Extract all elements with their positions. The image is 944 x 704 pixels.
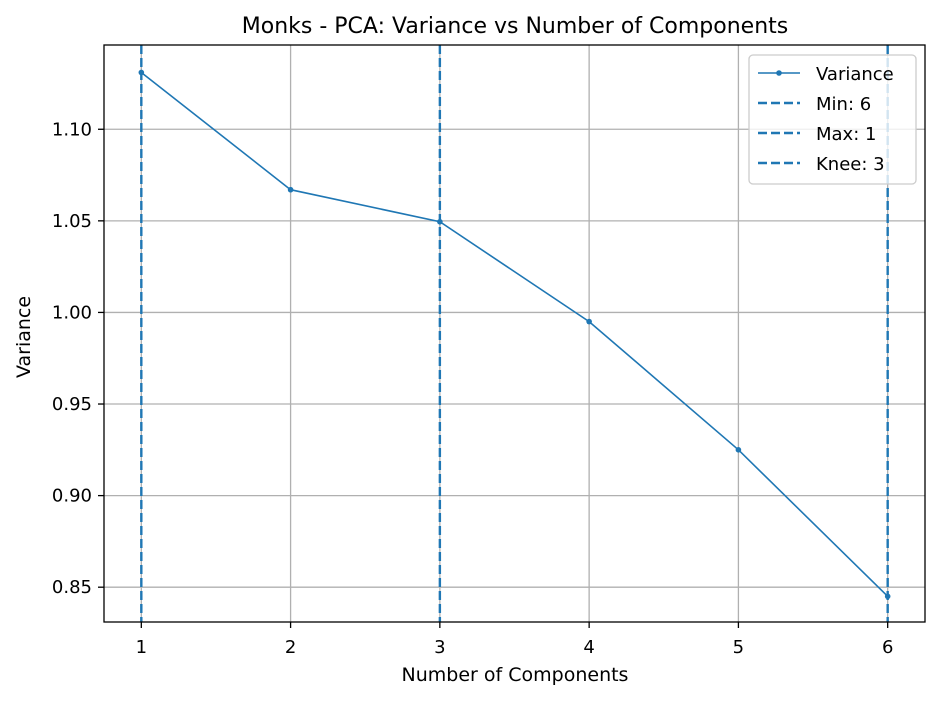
- x-tick-label: 3: [434, 637, 445, 658]
- y-tick-label: 1.05: [52, 211, 92, 232]
- y-axis-ticks: 0.85 0.90 0.95 1.00 1.05 1.10: [52, 119, 104, 598]
- data-point: [586, 318, 592, 325]
- data-point: [138, 69, 145, 76]
- plot-area-frame: [103, 44, 926, 623]
- data-point: [735, 447, 742, 453]
- chart-title: Monks - PCA: Variance vs Number of Compo…: [242, 14, 788, 39]
- y-tick-label: 1.10: [52, 119, 92, 140]
- legend-marker: [776, 70, 782, 76]
- chart-legend: Variance Min: 6 Max: 1 Knee: 3: [748, 54, 917, 185]
- x-tick-label: 6: [882, 637, 893, 658]
- x-tick-label: 1: [136, 637, 147, 658]
- y-tick-label: 1.00: [52, 302, 92, 323]
- y-tick-label: 0.90: [52, 486, 92, 507]
- x-tick-label: 2: [285, 637, 296, 658]
- y-tick-label: 0.85: [52, 577, 92, 598]
- x-tick-label: 5: [733, 637, 744, 658]
- series-line: [140, 71, 889, 597]
- x-axis-label: Number of Components: [402, 664, 629, 686]
- data-point: [884, 593, 891, 600]
- y-tick-label: 0.95: [52, 394, 92, 415]
- x-tick-label: 4: [583, 637, 594, 658]
- data-series: [138, 69, 891, 600]
- legend-label: Max: 1: [816, 124, 876, 145]
- y-axis-label: Variance: [13, 296, 35, 378]
- x-axis-ticks: 1 2 3 4 5 6: [136, 622, 893, 658]
- data-point: [287, 186, 294, 193]
- legend-label: Variance: [816, 64, 894, 85]
- legend-label: Min: 6: [816, 94, 871, 115]
- legend-label: Knee: 3: [816, 154, 885, 175]
- legend-box: [748, 54, 917, 185]
- data-point: [437, 218, 443, 225]
